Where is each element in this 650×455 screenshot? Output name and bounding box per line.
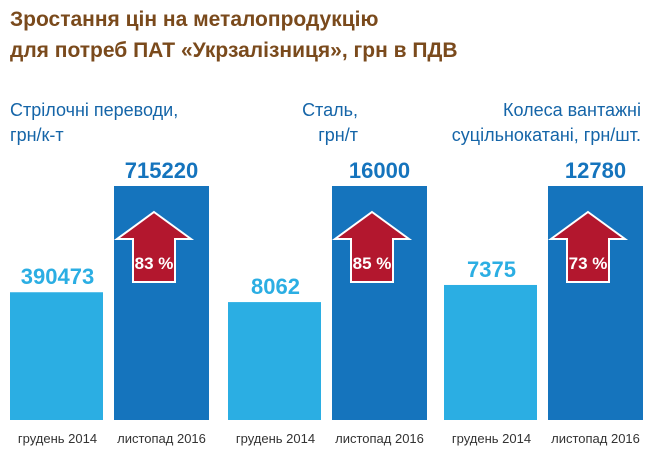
value-label-2014-1: 390473: [21, 264, 94, 289]
panel-title-line-2-1: Сталь,: [302, 100, 358, 120]
title-line-1: Зростання цін на металопродукцію: [10, 8, 379, 31]
chart-title: Зростання цін на металопродукцію для пот…: [10, 4, 640, 66]
category-label-2016-2: листопад 2016: [335, 431, 424, 446]
category-label-2014-2: грудень 2014: [236, 431, 315, 446]
panel-title-line-1-1: Стрілочні переводи,: [10, 100, 178, 120]
category-label-2014-3: грудень 2014: [452, 431, 531, 446]
growth-arrow-1: [113, 210, 195, 283]
title-line-2: для потреб ПАТ «Укрзалізниця», грн в ПДВ: [10, 39, 458, 62]
value-label-2016-1: 715220: [125, 158, 198, 183]
panel-title-line-3-2: суцільнокатані, грн/шт.: [452, 125, 641, 145]
growth-percent-label-1: 83 %: [135, 254, 174, 273]
category-label-2016-1: листопад 2016: [117, 431, 206, 446]
value-label-2016-2: 16000: [349, 158, 410, 183]
growth-percent-label-2: 85 %: [353, 254, 392, 273]
bar-2014-1: [10, 292, 103, 420]
value-label-2014-3: 7375: [467, 257, 516, 282]
category-label-2014-1: грудень 2014: [18, 431, 97, 446]
bar-2014-3: [444, 284, 537, 420]
category-label-2016-3: листопад 2016: [551, 431, 640, 446]
panel-title-line-3-1: Колеса вантажні: [503, 100, 641, 120]
value-label-2014-2: 8062: [251, 274, 300, 299]
value-label-2016-3: 12780: [565, 158, 626, 183]
bar-2014-2: [228, 302, 321, 420]
growth-percent-label-3: 73 %: [569, 254, 608, 273]
growth-arrow-2: [331, 210, 413, 283]
panel-title-line-2-2: грн/т: [318, 125, 358, 145]
growth-arrow-3: [547, 210, 629, 283]
panel-title-line-1-2: грн/к-т: [10, 125, 64, 145]
